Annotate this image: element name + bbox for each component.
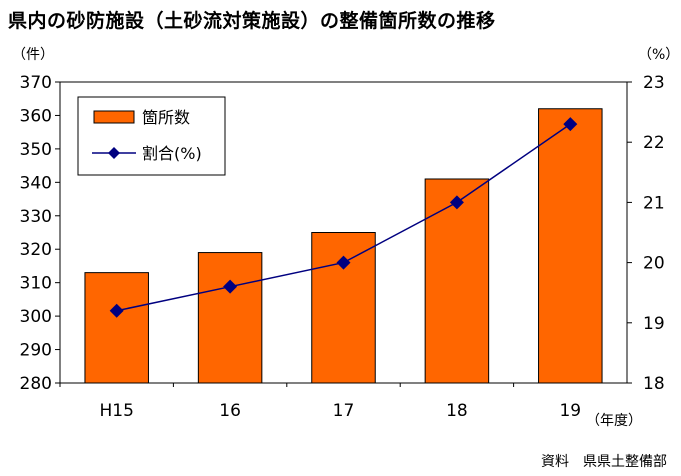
y2-tick-label: 23 — [643, 73, 665, 93]
x-axis-unit: （年度） — [586, 413, 642, 429]
y-tick-label: 340 — [20, 173, 52, 193]
x-tick-label: 16 — [219, 401, 241, 421]
left-axis-unit: （件） — [12, 47, 54, 63]
x-tick-label: 19 — [559, 401, 581, 421]
y2-tick-label: 21 — [643, 193, 665, 213]
legend-label-bar: 箇所数 — [142, 108, 190, 127]
y-tick-label: 350 — [20, 140, 52, 160]
y2-tick-label: 18 — [643, 374, 665, 394]
y-tick-label: 330 — [20, 207, 52, 227]
line-point-marker — [223, 279, 238, 294]
y-tick-label: 290 — [20, 341, 52, 361]
chart-title: 県内の砂防施設（土砂流対策施設）の整備箇所数の推移 — [8, 10, 496, 32]
y-tick-label: 370 — [20, 73, 52, 93]
y2-tick-label: 20 — [643, 254, 665, 274]
legend-box — [77, 96, 226, 176]
y2-tick-label: 19 — [643, 314, 665, 334]
source-note: 資料 県県土整備部 — [541, 454, 667, 470]
x-tick-label: H15 — [99, 401, 133, 421]
y-tick-label: 310 — [20, 274, 52, 294]
bar — [311, 232, 376, 384]
x-tick-label: 17 — [333, 401, 355, 421]
line-point-marker — [563, 117, 578, 132]
legend-bar-swatch — [93, 110, 135, 124]
x-tick-label: 18 — [446, 401, 468, 421]
y-tick-label: 280 — [20, 374, 52, 394]
y-tick-label: 320 — [20, 240, 52, 260]
bar — [197, 252, 263, 384]
bar — [538, 108, 603, 384]
y-tick-label: 300 — [20, 307, 52, 327]
y2-tick-label: 22 — [643, 133, 665, 153]
y-tick-label: 360 — [20, 106, 52, 126]
legend-marker-swatch — [108, 147, 120, 159]
line-point-marker — [449, 195, 464, 210]
bar — [84, 272, 149, 384]
line-point-marker — [336, 255, 351, 270]
legend-label-line: 割合(%) — [142, 144, 202, 163]
line-point-marker — [109, 303, 124, 318]
right-axis-unit: （%） — [638, 47, 680, 63]
bar — [424, 178, 490, 384]
